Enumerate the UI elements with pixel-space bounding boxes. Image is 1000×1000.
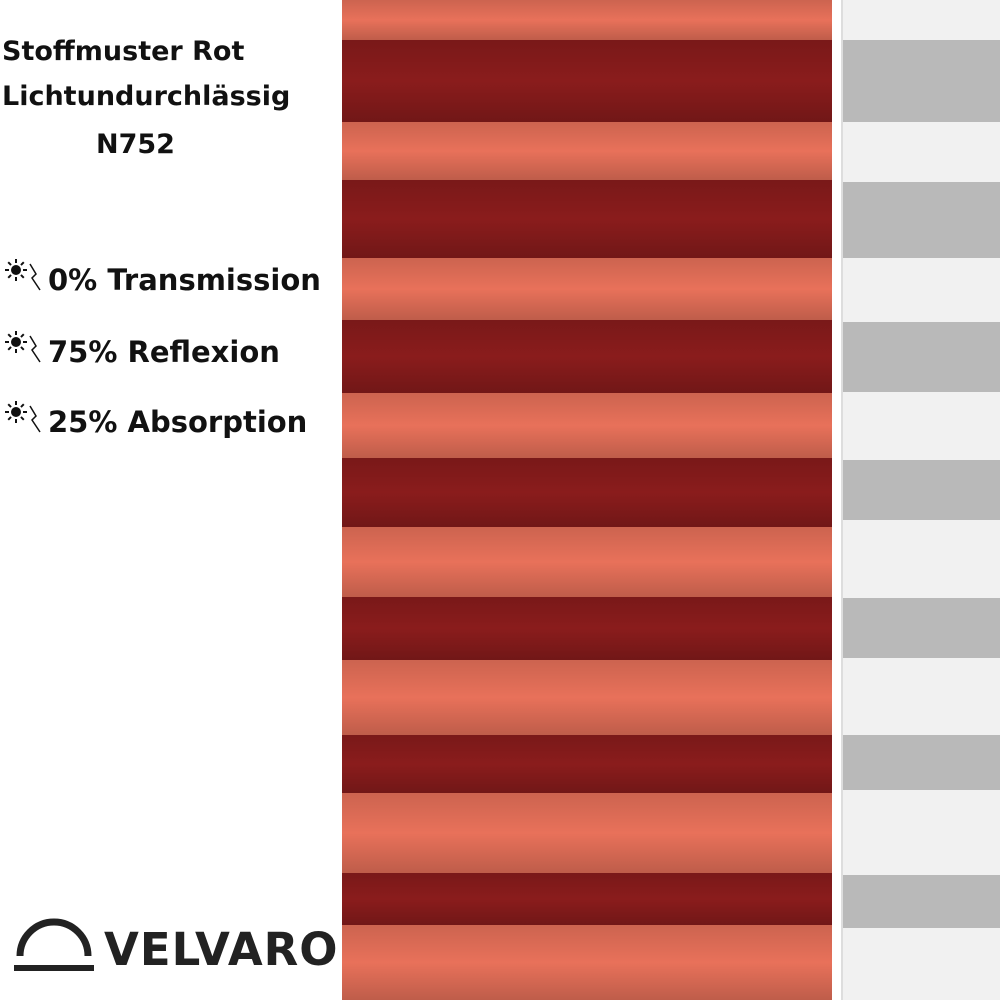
pleat-shade bbox=[342, 0, 832, 40]
ray-arrow bbox=[29, 263, 41, 291]
gray-pleat bbox=[842, 735, 1000, 790]
sun-ray bbox=[7, 333, 12, 338]
white-pleat bbox=[842, 392, 1000, 460]
pleat-shade bbox=[342, 873, 832, 925]
white-pleat bbox=[842, 928, 1000, 1000]
sun-ray bbox=[7, 403, 12, 408]
property: 25% Absorption bbox=[48, 405, 307, 439]
pleat-shade bbox=[342, 597, 832, 660]
sun-ray bbox=[20, 416, 25, 421]
ray-arrow bbox=[29, 335, 41, 363]
sun-core bbox=[11, 265, 21, 275]
pleat-shade bbox=[342, 735, 832, 793]
pleat-shade bbox=[342, 458, 832, 527]
sun-ray bbox=[7, 416, 12, 421]
property: 75% Reflexion bbox=[48, 335, 280, 369]
pleat-shade bbox=[342, 320, 832, 393]
property: 0% Transmission bbox=[48, 263, 321, 297]
gray-pleat bbox=[842, 875, 1000, 928]
white-pleat bbox=[842, 0, 1000, 40]
white-pleat bbox=[842, 658, 1000, 735]
sun-icon bbox=[5, 401, 41, 433]
icons bbox=[5, 259, 41, 433]
sun-ray bbox=[20, 333, 25, 338]
title-line: Stoffmuster Rot bbox=[2, 36, 244, 67]
sun-core bbox=[11, 407, 21, 417]
gray-pleat bbox=[842, 322, 1000, 392]
pleat-shade bbox=[342, 122, 832, 180]
sun-ray bbox=[7, 346, 12, 351]
pleat-shade bbox=[342, 180, 832, 258]
ray-arrow bbox=[29, 405, 41, 433]
sun-icon bbox=[5, 331, 41, 363]
white-pleat bbox=[842, 122, 1000, 182]
white-pleat bbox=[842, 520, 1000, 598]
sun-icon bbox=[5, 259, 41, 291]
pleat-shade bbox=[342, 925, 832, 1000]
sun-ray bbox=[7, 261, 12, 266]
gray-pleat bbox=[842, 40, 1000, 122]
pleat-shade bbox=[342, 527, 832, 597]
white-pleat bbox=[842, 258, 1000, 322]
gray-pleat bbox=[842, 182, 1000, 258]
fabric-swatch bbox=[342, 0, 1000, 1000]
sun-ray bbox=[20, 274, 25, 279]
brand-name: VELVARO bbox=[104, 923, 339, 976]
title-line: N752 bbox=[96, 129, 175, 160]
white-pleat bbox=[842, 790, 1000, 875]
pleat-shade bbox=[342, 660, 832, 735]
sun-ray bbox=[20, 261, 25, 266]
brand-logo bbox=[14, 918, 94, 971]
pleat-shade bbox=[342, 40, 832, 122]
sun-ray bbox=[20, 346, 25, 351]
gray-pleat bbox=[842, 598, 1000, 658]
sun-core bbox=[11, 337, 21, 347]
pleat-shade bbox=[342, 393, 832, 458]
gray-pleat bbox=[842, 460, 1000, 520]
pleat-shade bbox=[342, 793, 832, 873]
title-line: Lichtundurchlässig bbox=[2, 81, 290, 112]
sun-ray bbox=[20, 403, 25, 408]
pleat-shade bbox=[342, 258, 832, 320]
sun-ray bbox=[7, 274, 12, 279]
